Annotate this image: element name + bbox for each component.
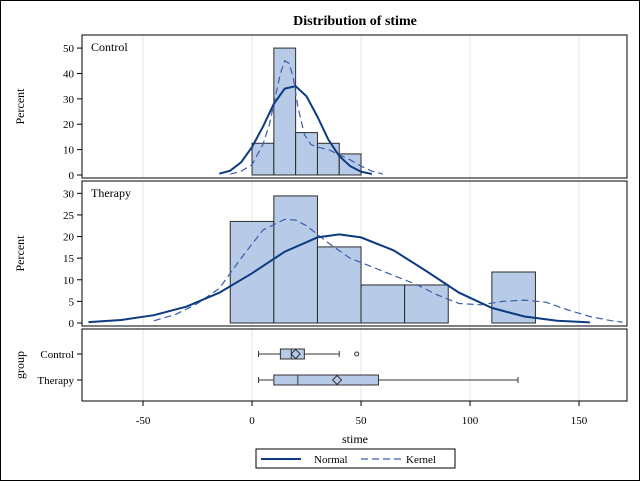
box-mean-marker — [331, 374, 343, 386]
histogram-bar — [404, 284, 449, 324]
panel-label: Control — [91, 40, 128, 54]
y-tick-label: 10 — [63, 275, 75, 287]
box-iqr — [273, 374, 379, 386]
y-tick-label: 5 — [69, 296, 75, 308]
y-tick-label: 10 — [63, 145, 75, 157]
x-tick-label: -50 — [136, 415, 151, 427]
y-tick-label: 15 — [63, 253, 75, 265]
box-mean-marker — [290, 348, 301, 360]
normal-density-curve — [88, 233, 590, 324]
kernel-density-curve — [230, 59, 383, 175]
x-tick-label: 50 — [356, 415, 368, 427]
histogram-bar — [273, 195, 318, 324]
x-tick-label: 150 — [571, 415, 588, 427]
histogram-bar — [360, 284, 406, 324]
legend-box — [255, 448, 456, 469]
group-axis-label: group — [13, 351, 27, 379]
y-tick-label: 30 — [63, 188, 75, 200]
panel-frame — [81, 180, 628, 327]
histogram-bar — [251, 142, 275, 176]
legend-normal-label: Normal — [314, 454, 348, 466]
x-tick-label: 0 — [249, 415, 255, 427]
y-tick-label: 40 — [63, 68, 75, 80]
y-tick-label: 50 — [63, 43, 75, 55]
box-iqr — [279, 348, 305, 360]
normal-density-curve — [219, 85, 373, 175]
chart-title: Distribution of stime — [293, 14, 417, 29]
y-tick-label: 0 — [69, 170, 75, 182]
histogram-bar — [273, 47, 297, 176]
histogram-bar — [491, 271, 536, 324]
y-axis-label: Percent — [13, 88, 27, 125]
panel-label: Therapy — [91, 186, 131, 200]
group-tick-label: Therapy — [37, 375, 74, 387]
boxplot-frame — [81, 328, 628, 402]
legend: Normal Kernel — [255, 448, 456, 469]
histogram-bar — [316, 246, 362, 324]
box-outlier — [354, 351, 360, 357]
kernel-density-curve — [153, 218, 623, 323]
y-tick-label: 25 — [63, 210, 75, 222]
y-tick-label: 30 — [63, 94, 75, 106]
x-tick-label: 100 — [462, 415, 479, 427]
group-tick-label: Control — [40, 349, 74, 361]
y-axis-label: Percent — [13, 235, 27, 272]
legend-kernel-label: Kernel — [406, 454, 436, 466]
histogram-bar — [338, 153, 362, 176]
y-tick-label: 20 — [63, 232, 75, 244]
histogram-bar — [295, 132, 318, 176]
y-tick-label: 0 — [69, 318, 75, 330]
y-tick-label: 20 — [63, 119, 75, 131]
panel-frame — [81, 34, 628, 179]
x-axis-label: stime — [342, 432, 368, 446]
